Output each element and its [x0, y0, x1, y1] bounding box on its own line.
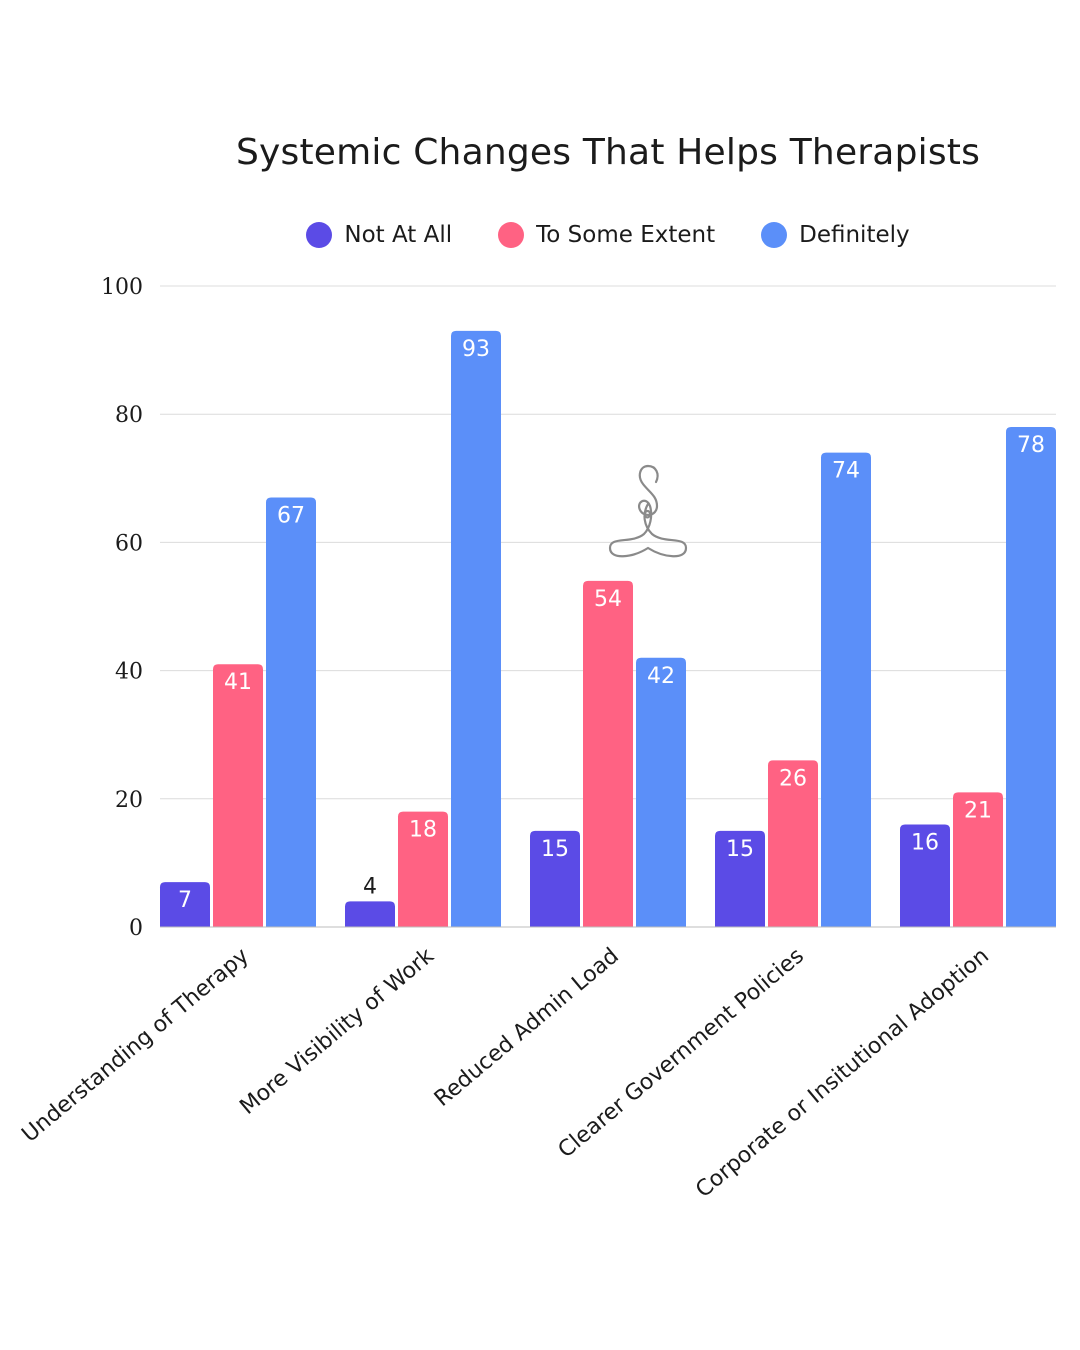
- y-tick-label-100: 100: [101, 275, 143, 300]
- y-tick-label-80: 80: [115, 403, 143, 428]
- legend-label-not-at-all: Not At All: [344, 222, 453, 248]
- y-axis: 0 20 40 60 80 100: [101, 275, 143, 941]
- legend-item-definitely: Definitely: [761, 222, 910, 248]
- bar-not-at-all-2: [530, 830, 580, 927]
- data-label-to-some-extent-0: 41: [224, 670, 252, 695]
- legend: Not At All To Some Extent Definitely: [0, 222, 1080, 248]
- y-tick-label-60: 60: [115, 531, 143, 556]
- data-label-definitely-3: 74: [832, 459, 860, 484]
- data-label-definitely-4: 78: [1017, 433, 1045, 458]
- data-label-definitely-1: 93: [462, 337, 490, 362]
- bar-to-some-extent-3: [768, 760, 818, 927]
- bar-not-at-all-3: [715, 830, 765, 927]
- x-tick-label-0: Understanding of Therapy: [17, 943, 253, 1147]
- bar-to-some-extent-4: [953, 792, 1003, 927]
- bar-not-at-all-0: [160, 882, 210, 927]
- bar-definitely-1: [451, 330, 501, 927]
- bar-not-at-all-4: [900, 824, 950, 927]
- chart-title: Systemic Changes That Helps Therapists: [235, 132, 981, 173]
- data-label-definitely-2: 42: [647, 664, 675, 689]
- data-label-to-some-extent-2: 54: [594, 587, 622, 612]
- legend-label-definitely: Definitely: [799, 222, 910, 248]
- legend-swatch-definitely: [761, 222, 788, 248]
- legend-swatch-not-at-all: [306, 222, 333, 248]
- legend-item-not-at-all: Not At All: [306, 222, 452, 248]
- data-label-to-some-extent-1: 18: [409, 818, 437, 843]
- x-tick-label-4: Corporate or Insitutional Adoption: [691, 943, 994, 1203]
- y-tick-label-40: 40: [115, 660, 143, 685]
- data-label-not-at-all-2: 15: [541, 837, 569, 862]
- bar-to-some-extent-1: [398, 811, 448, 927]
- data-label-to-some-extent-4: 21: [964, 798, 992, 823]
- legend-item-to-some-extent: To Some Extent: [498, 222, 715, 248]
- y-tick-label-20: 20: [115, 788, 143, 813]
- data-label-not-at-all-0: 7: [178, 888, 192, 913]
- bar-to-some-extent-2: [583, 580, 633, 927]
- legend-label-to-some-extent: To Some Extent: [536, 222, 716, 248]
- bar-definitely-3: [821, 452, 871, 927]
- data-label-to-some-extent-3: 26: [779, 766, 807, 791]
- bar-to-some-extent-0: [213, 664, 263, 927]
- bar-not-at-all-1: [345, 901, 395, 927]
- x-tick-label-1: More Visibility of Work: [235, 943, 439, 1120]
- x-tick-label-2: Reduced Admin Load: [430, 943, 624, 1111]
- legend-swatch-to-some-extent: [498, 222, 525, 248]
- bar-definitely-4: [1006, 427, 1056, 927]
- data-label-not-at-all-4: 16: [911, 830, 939, 855]
- bar-definitely-2: [636, 657, 686, 927]
- data-label-not-at-all-3: 15: [726, 837, 754, 862]
- bar-definitely-0: [266, 497, 316, 927]
- meditation-icon: [608, 464, 688, 558]
- y-tick-label-0: 0: [129, 916, 143, 941]
- data-label-not-at-all-1: 4: [363, 874, 377, 899]
- data-label-definitely-0: 67: [277, 504, 305, 529]
